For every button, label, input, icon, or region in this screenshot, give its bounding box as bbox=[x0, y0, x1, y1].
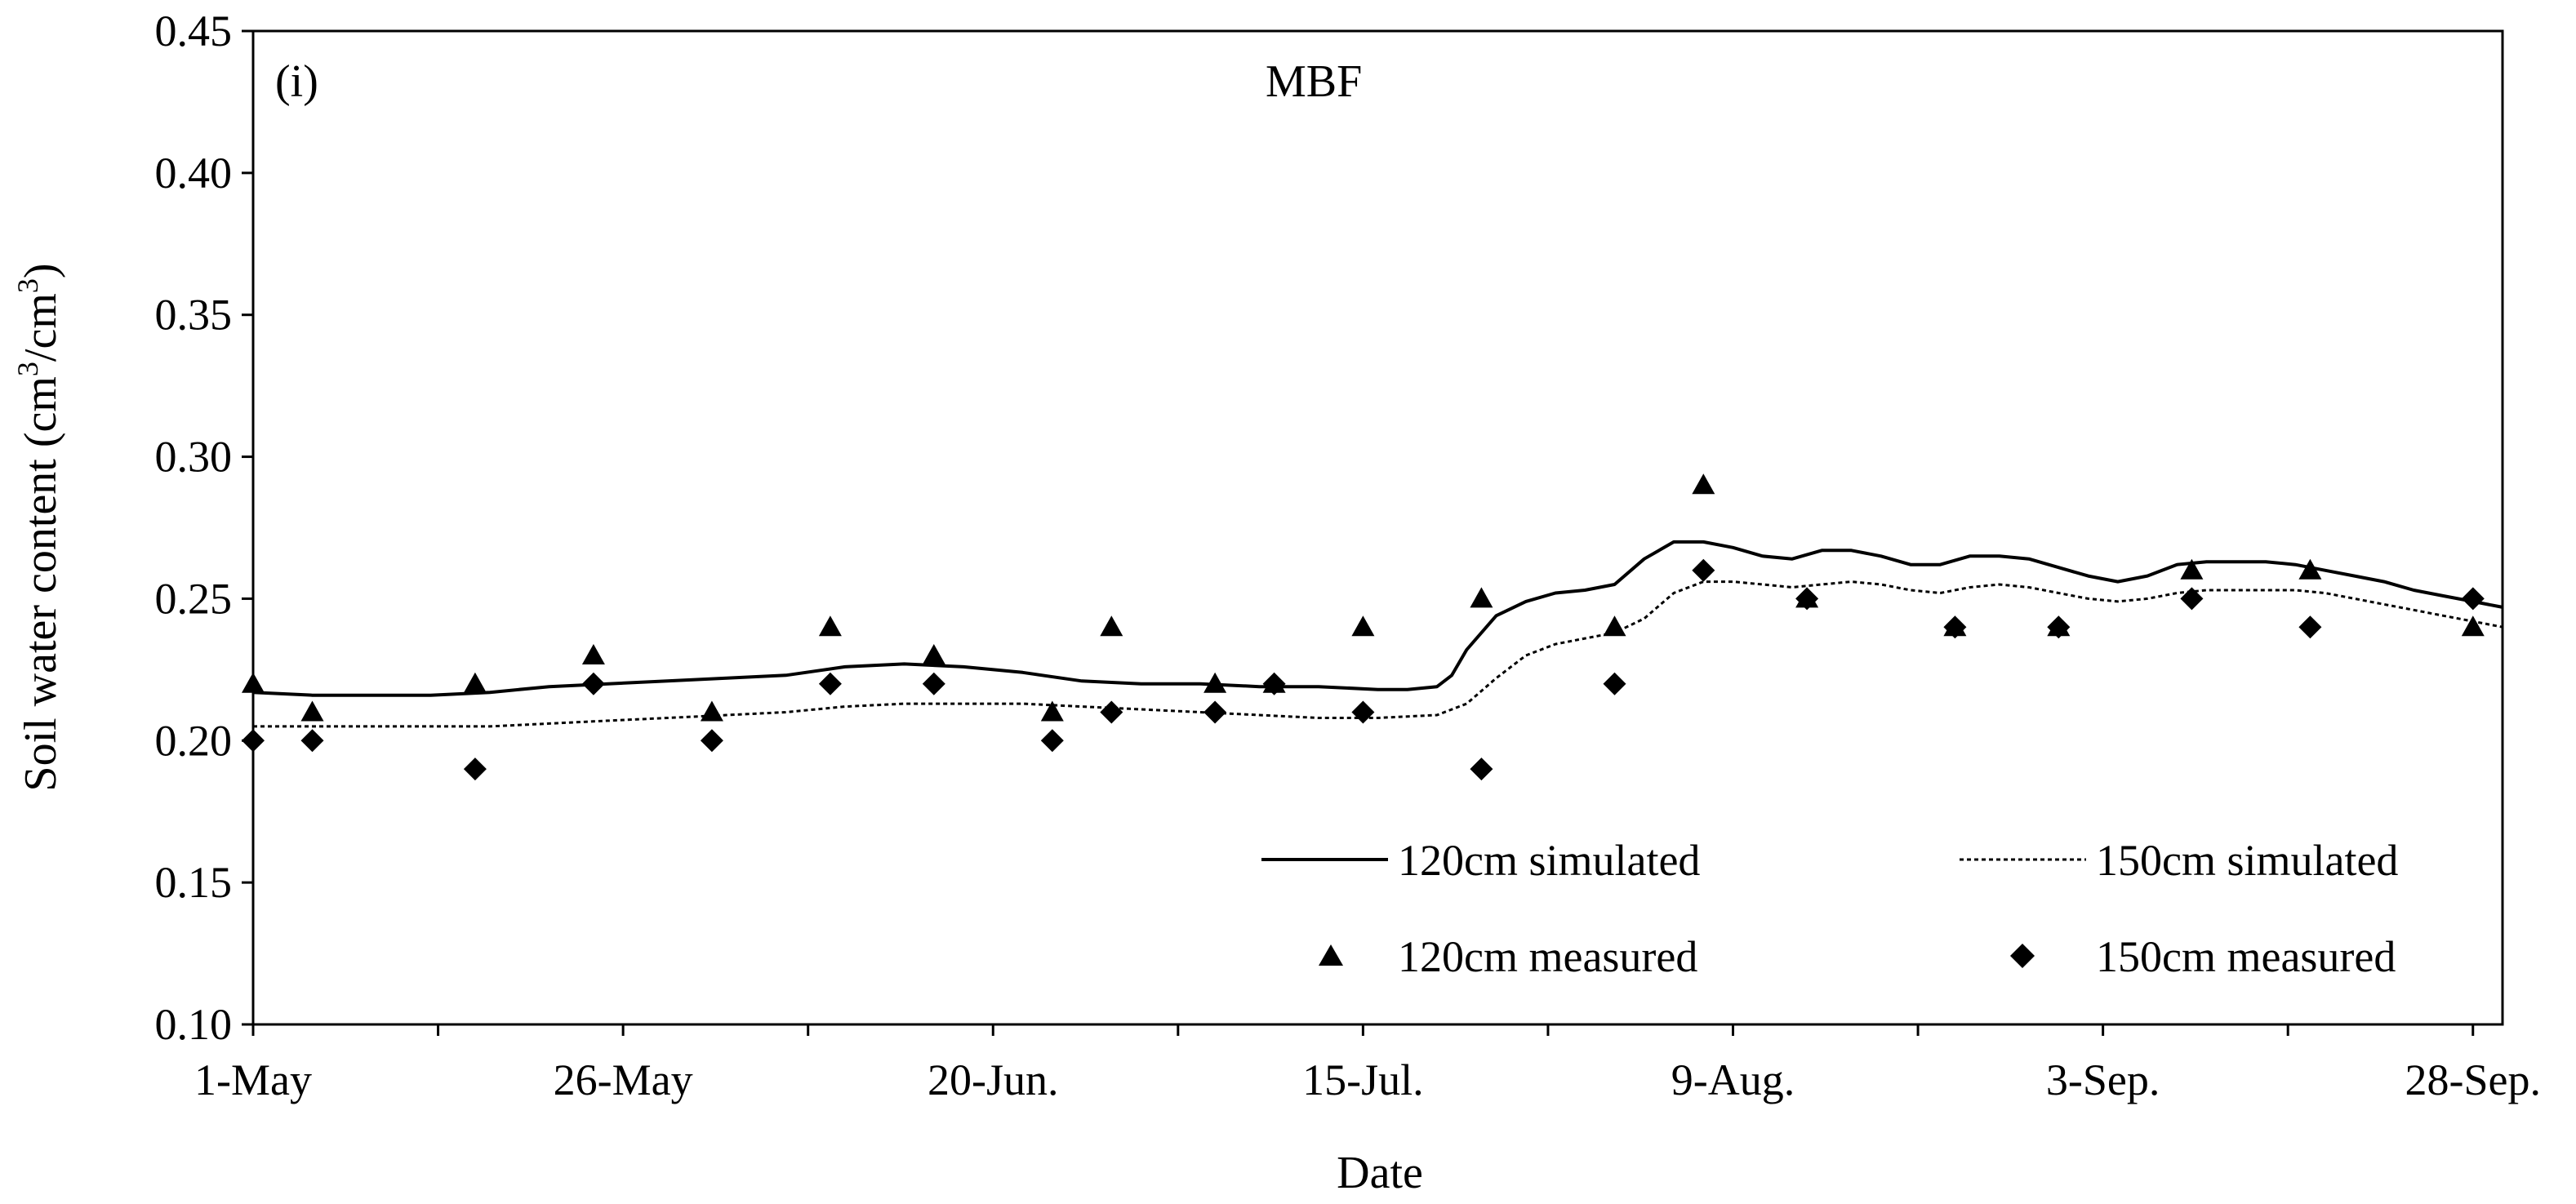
point-150cm-measured bbox=[2047, 615, 2071, 639]
legend-label-120cm-measured: 120cm measured bbox=[1398, 932, 1697, 981]
point-120cm-measured bbox=[242, 672, 265, 693]
point-150cm-measured bbox=[1040, 729, 1064, 753]
point-120cm-measured bbox=[1351, 615, 1375, 637]
point-120cm-measured bbox=[1040, 700, 1064, 722]
point-150cm-measured bbox=[1203, 700, 1227, 724]
point-150cm-measured bbox=[2180, 587, 2204, 611]
series-line-120cm-simulated bbox=[252, 540, 2503, 697]
point-150cm-measured bbox=[1603, 672, 1626, 695]
legend-marker-120cm-measured bbox=[1319, 944, 1343, 966]
point-150cm-measured bbox=[1262, 672, 1286, 695]
legend-label-150cm-simulated: 150cm simulated bbox=[2096, 836, 2398, 885]
y-tick-label: 0.45 bbox=[155, 7, 233, 56]
point-120cm-measured bbox=[2180, 558, 2204, 580]
point-150cm-measured bbox=[1795, 587, 1819, 611]
point-150cm-measured bbox=[1351, 700, 1375, 724]
y-tick-label: 0.35 bbox=[155, 291, 233, 340]
point-120cm-measured bbox=[1603, 615, 1626, 637]
point-120cm-measured bbox=[2461, 615, 2485, 637]
point-120cm-measured bbox=[700, 700, 723, 722]
y-tick-label: 0.15 bbox=[155, 858, 233, 907]
y-tick-label: 0.25 bbox=[155, 574, 233, 623]
point-120cm-measured bbox=[300, 700, 324, 722]
y-tick-label: 0.40 bbox=[155, 149, 233, 198]
point-120cm-measured bbox=[463, 672, 487, 693]
series-line-150cm-simulated bbox=[253, 580, 2503, 728]
point-120cm-measured bbox=[1470, 587, 1493, 608]
y-axis-title: Soil water content (cm3/cm3) bbox=[11, 263, 66, 791]
point-150cm-measured bbox=[1100, 700, 1123, 724]
point-120cm-measured bbox=[922, 644, 945, 664]
x-axis-title: Date bbox=[1337, 1148, 1423, 1198]
point-120cm-measured bbox=[1692, 473, 1715, 495]
point-150cm-measured bbox=[242, 729, 265, 753]
point-150cm-measured bbox=[818, 672, 842, 695]
point-150cm-measured bbox=[922, 672, 945, 695]
point-120cm-measured bbox=[1100, 615, 1123, 637]
x-tick-label: 3-Sep. bbox=[2046, 1055, 2160, 1104]
y-tick-label: 0.20 bbox=[155, 716, 233, 765]
legend-label-150cm-measured: 150cm measured bbox=[2096, 932, 2396, 981]
y-tick-label: 0.10 bbox=[155, 1000, 233, 1049]
x-tick-label: 1-May bbox=[194, 1055, 312, 1104]
x-tick-label: 28-Sep. bbox=[2405, 1055, 2541, 1104]
point-150cm-measured bbox=[2461, 587, 2485, 611]
chart-title: MBF bbox=[1266, 56, 1362, 107]
point-150cm-measured bbox=[581, 672, 605, 695]
point-150cm-measured bbox=[700, 729, 723, 753]
axes-group: 0.10 0.15 0.20 0.25 0.30 0.35 0.40 0.45 1-May 26-… bbox=[155, 7, 2541, 1104]
x-tick-label: 9-Aug. bbox=[1671, 1055, 1795, 1104]
y-tick-label: 0.30 bbox=[155, 433, 233, 482]
x-tick-label: 15-Jul. bbox=[1302, 1055, 1424, 1104]
point-150cm-measured bbox=[300, 729, 324, 753]
point-120cm-measured bbox=[2298, 558, 2322, 580]
legend-label-120cm-simulated: 120cm simulated bbox=[1398, 836, 1700, 885]
point-150cm-measured bbox=[1470, 757, 1493, 781]
point-150cm-measured bbox=[1943, 615, 1967, 639]
x-tick-label: 26-May bbox=[554, 1055, 693, 1104]
point-150cm-measured bbox=[2298, 615, 2322, 639]
legend: 120cm simulated 150cm simulated 120cm me… bbox=[1261, 836, 2398, 981]
markers-group bbox=[242, 473, 2485, 781]
panel-label: (i) bbox=[275, 56, 318, 107]
point-120cm-measured bbox=[818, 615, 842, 637]
point-150cm-measured bbox=[463, 757, 487, 781]
point-150cm-measured bbox=[1692, 558, 1715, 582]
legend-marker-150cm-measured bbox=[2010, 944, 2035, 968]
point-120cm-measured bbox=[1203, 672, 1227, 693]
point-120cm-measured bbox=[581, 644, 605, 664]
plot-area bbox=[251, 29, 2504, 1026]
x-tick-label: 20-Jun. bbox=[928, 1055, 1059, 1104]
series-group bbox=[252, 540, 2503, 728]
